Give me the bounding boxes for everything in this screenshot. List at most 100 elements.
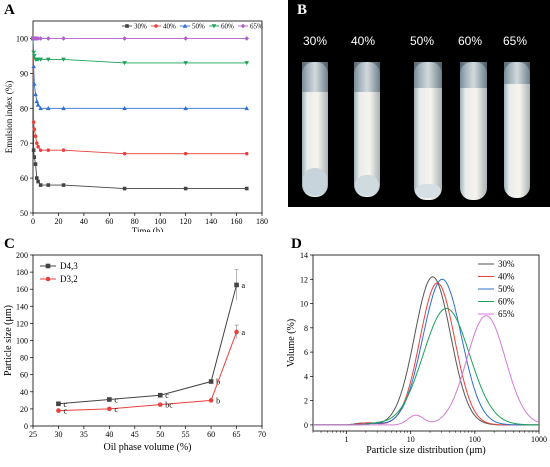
legend-marker	[125, 24, 129, 28]
x-tick-label: 45	[131, 430, 139, 439]
data-point	[244, 105, 250, 111]
significance-label: c	[114, 405, 118, 414]
tube-30	[302, 62, 328, 197]
panel-letter-c: C	[4, 236, 15, 252]
y-tick-label: 10	[300, 300, 308, 309]
x-axis-title: Oil phase volume (%)	[103, 442, 191, 453]
data-point	[61, 57, 66, 62]
data-point	[183, 61, 188, 66]
data-point	[157, 402, 163, 407]
data-point	[35, 36, 41, 41]
x-tick-label: 100	[469, 435, 481, 444]
tube-40	[354, 62, 380, 197]
legend-label: 60%	[221, 23, 234, 31]
data-point	[61, 148, 66, 152]
data-point	[38, 148, 43, 152]
data-point	[38, 57, 43, 62]
series-line	[32, 38, 247, 64]
significance-label: c	[63, 400, 67, 409]
data-point	[56, 401, 61, 407]
legend-label: 60%	[498, 297, 515, 307]
panel-letter-b: B	[297, 2, 308, 18]
tube-label-30: 30%	[303, 34, 328, 48]
y-tick-label: 40	[20, 388, 28, 397]
y-tick-label: 50	[20, 209, 28, 218]
chart-a-emulsion-index: 0 20 40 60 80 100 120 140 160 1805060708090100Tim…	[4, 20, 268, 232]
legend-marker	[154, 24, 158, 28]
legend-label: 50%	[498, 284, 515, 294]
data-point	[46, 183, 51, 187]
x-axis-title: Time (h)	[132, 226, 163, 232]
data-point	[244, 151, 249, 156]
y-tick-label: 8	[304, 324, 308, 333]
data-point	[45, 57, 51, 62]
data-point	[34, 98, 40, 104]
data-point	[31, 81, 37, 86]
legend-label: 65%	[498, 309, 515, 319]
y-tick-label: 4	[304, 372, 308, 381]
y-tick-label: 90	[20, 69, 28, 78]
y-tick-label: 6	[304, 348, 308, 357]
y-tick-label: 14	[300, 251, 308, 260]
legend-marker	[45, 276, 51, 282]
panel-letter-d: D	[291, 236, 302, 252]
y-tick-label: 160	[16, 285, 28, 294]
tube-60	[460, 62, 487, 200]
data-point	[122, 105, 127, 111]
x-tick-label: 140	[205, 217, 217, 226]
data-point	[183, 151, 188, 156]
distribution-curve	[313, 307, 539, 426]
x-tick-label: 60	[105, 217, 113, 226]
plot-frame	[312, 254, 540, 432]
significance-label: bc	[165, 401, 173, 410]
y-tick-label: 20	[20, 405, 28, 414]
x-tick-label: 160	[231, 217, 243, 226]
x-tick-label: 100	[154, 217, 166, 226]
chart-d-size-distribution: 1 10 100 1000 0 2 4 6 8 10 12 14 Particle size distr…	[286, 251, 547, 456]
data-point	[107, 397, 112, 402]
data-point	[33, 162, 38, 166]
y-tick-label: 120	[16, 319, 28, 328]
y-tick-label: 0	[24, 422, 28, 431]
x-tick-label: 20	[54, 217, 62, 226]
y-tick-label: 80	[20, 104, 28, 113]
tube-label-40: 40%	[351, 34, 376, 48]
x-tick-label: 1	[345, 435, 349, 444]
x-tick-label: 55	[182, 430, 190, 439]
data-point	[234, 282, 239, 288]
data-point	[61, 36, 66, 41]
tube-label-65: 65%	[503, 34, 528, 48]
data-point	[157, 392, 163, 398]
legend-marker	[182, 23, 188, 28]
x-tick-label: 120	[180, 217, 192, 226]
data-point	[61, 183, 66, 187]
y-tick-label: 2	[304, 397, 308, 406]
x-tick-label: 40	[80, 217, 88, 226]
tube-photo: B	[288, 0, 550, 207]
y-tick-label: 60	[20, 174, 28, 183]
tube-label-60: 60%	[458, 34, 483, 48]
x-axis-title: Particle size distribution (μm)	[366, 445, 486, 456]
significance-label: a	[242, 328, 246, 337]
data-point	[35, 141, 39, 145]
data-point	[208, 398, 214, 403]
series-line	[32, 38, 247, 109]
panel-letter-a: A	[4, 2, 15, 18]
y-tick-label: 70	[20, 139, 28, 148]
data-point	[33, 134, 38, 138]
significance-label: b	[216, 396, 220, 405]
x-tick-label: 50	[156, 430, 164, 439]
data-point	[107, 406, 112, 412]
data-point	[61, 105, 66, 111]
data-point	[244, 36, 250, 41]
data-point	[122, 151, 127, 156]
y-axis-title: Particle size (μm)	[3, 305, 14, 376]
data-point	[31, 148, 36, 152]
y-axis-title: Emulsion index (%)	[4, 81, 14, 154]
data-point	[36, 144, 40, 149]
y-tick-label: 180	[16, 268, 28, 277]
data-point	[35, 102, 41, 107]
distribution-curve	[313, 315, 540, 426]
legend-label: 30%	[498, 259, 515, 269]
x-tick-label: 30	[54, 430, 62, 439]
